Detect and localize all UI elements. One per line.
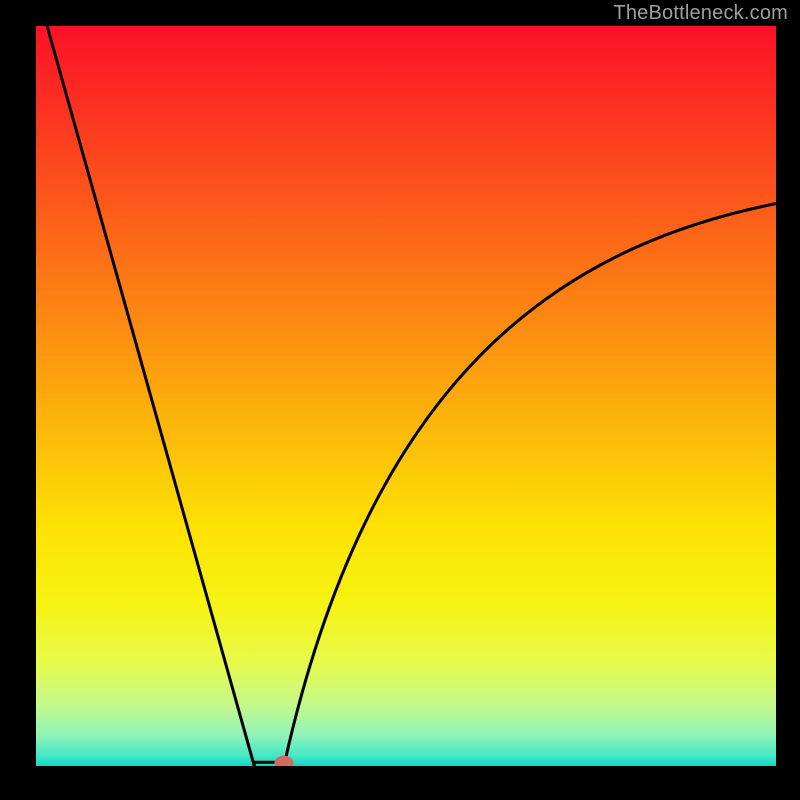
frame-left — [0, 0, 36, 800]
chart-root: TheBottleneck.com — [0, 0, 800, 800]
frame-top — [0, 0, 800, 26]
plot-background — [36, 26, 776, 766]
frame-right — [776, 0, 800, 800]
plot-svg — [0, 0, 800, 800]
frame-bottom — [0, 766, 800, 800]
